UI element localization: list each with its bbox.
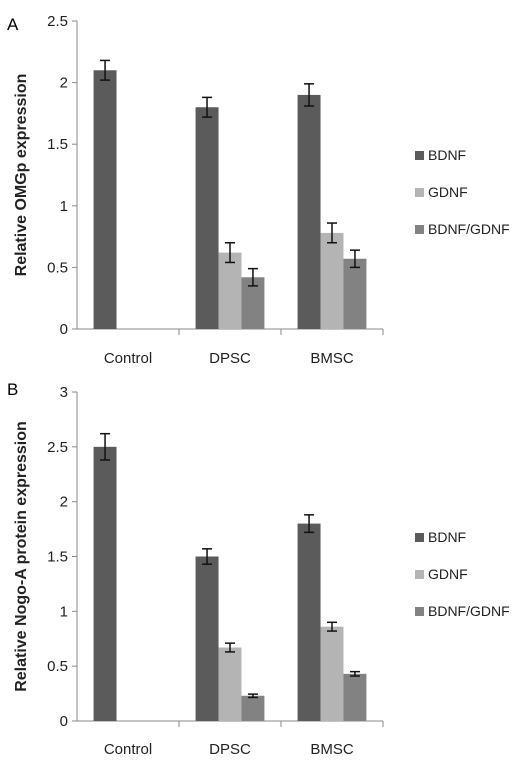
bar-bdnf-gdnf-bmsc [343, 673, 367, 721]
bar-bdnf-control [93, 446, 117, 721]
bar-bdnf-bmsc [297, 523, 321, 721]
chart-a-svg: 0 0.5 1 1.5 2 2.5 Control DPSC BMSC Relative OMGp… [13, 13, 510, 367]
legend-label: BDNF [428, 529, 466, 545]
y-tick-label: 2 [60, 75, 68, 92]
bar-bdnf-gdnf-dpsc [241, 277, 265, 329]
y-tick-label: 0 [60, 321, 68, 338]
legend-swatch-bdnf [415, 151, 424, 160]
bar-bdnf-gdnf-bmsc [343, 258, 367, 329]
y-tick-label: 1 [60, 198, 68, 215]
legend-swatch-gdnf [415, 188, 424, 197]
y-tick-label: 3 [60, 384, 68, 401]
x-tick-label: DPSC [209, 350, 251, 367]
y-axis-title: Relative Nogo-A protein expression [13, 421, 30, 692]
x-tick-label: DPSC [209, 741, 251, 758]
legend-label: GDNF [428, 184, 468, 200]
legend-swatch-bdnf-gdnf [415, 607, 424, 616]
legend-label: BDNF [428, 147, 466, 163]
y-tick-label: 0 [60, 713, 68, 730]
x-tick-label: BMSC [310, 350, 354, 367]
panel-label-a: A [7, 15, 19, 34]
bar-bdnf-dpsc [195, 556, 219, 721]
legend-swatch-bdnf [415, 533, 424, 542]
y-tick-label: 2.5 [47, 439, 68, 456]
legend-swatch-bdnf-gdnf [415, 225, 424, 234]
bar-bdnf-gdnf-dpsc [241, 695, 265, 721]
x-tick-label: Control [104, 350, 152, 367]
chart-b-svg: 0 0.5 1 1.5 2 2.5 3 Control DPSC BMSC Relative Nog… [13, 384, 510, 758]
chart-panel-b: B 0 0.5 1 1.5 2 2.5 3 Control DPSC BMSC Relative N… [0, 380, 529, 761]
y-tick-label: 1 [60, 603, 68, 620]
y-tick-label: 1.5 [47, 549, 68, 566]
bar-gdnf-dpsc [218, 647, 242, 721]
y-axis-title: Relative OMGp expression [13, 74, 30, 277]
bar-gdnf-dpsc [218, 252, 242, 329]
y-tick-label: 1.5 [47, 136, 68, 153]
y-tick-label: 2 [60, 494, 68, 511]
legend-swatch-gdnf [415, 570, 424, 579]
legend-label: GDNF [428, 566, 468, 582]
y-tick-label: 0.5 [47, 658, 68, 675]
chart-panel-a: A 0 0.5 1 1.5 2 2.5 Control DPSC BMSC Relative OM… [0, 0, 529, 380]
x-tick-label: BMSC [310, 741, 354, 758]
bar-bdnf-dpsc [195, 107, 219, 330]
bar-bdnf-control [93, 70, 117, 329]
y-tick-label: 0.5 [47, 259, 68, 276]
bar-bdnf-bmsc [297, 94, 321, 329]
x-tick-label: Control [104, 741, 152, 758]
bar-gdnf-bmsc [320, 232, 344, 329]
legend-label: BDNF/GDNF [428, 221, 510, 237]
bar-gdnf-bmsc [320, 626, 344, 721]
y-tick-label: 2.5 [47, 13, 68, 30]
legend-label: BDNF/GDNF [428, 603, 510, 619]
panel-label-b: B [7, 380, 19, 399]
